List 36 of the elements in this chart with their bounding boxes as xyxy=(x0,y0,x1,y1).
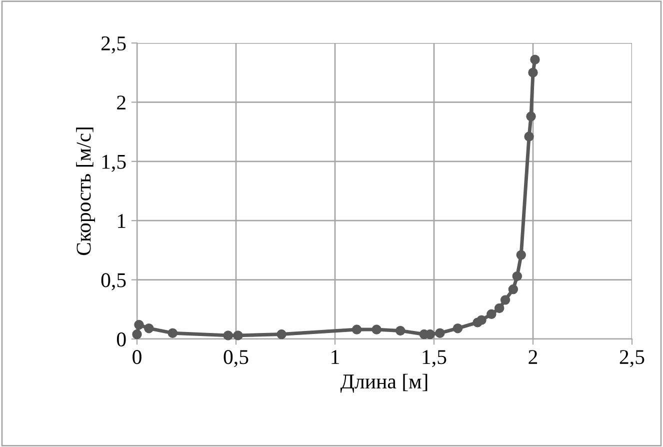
x-axis-title: Длина [м] xyxy=(340,374,428,393)
point xyxy=(395,326,406,336)
point xyxy=(144,323,154,334)
point xyxy=(452,323,463,334)
point xyxy=(512,271,522,282)
point xyxy=(528,68,538,78)
x-tick-label: 1 xyxy=(332,350,339,364)
y-tick-label: 2 xyxy=(117,96,126,110)
point xyxy=(508,284,518,294)
point xyxy=(223,330,233,340)
x-tick-label: 0 xyxy=(132,350,142,364)
point xyxy=(435,328,445,338)
point xyxy=(486,309,496,319)
y-tick-label: 1 xyxy=(118,214,126,228)
x-tick-label: 1,5 xyxy=(422,350,446,368)
point xyxy=(168,328,178,338)
point xyxy=(352,324,362,334)
y-tick-label: 0 xyxy=(116,332,126,346)
point xyxy=(134,320,144,330)
y-tick-label: 2,5 xyxy=(101,36,126,54)
point xyxy=(526,112,536,122)
y-axis-title: Скорость [м/с] xyxy=(76,128,95,256)
x-tick-label: 0,5 xyxy=(224,350,248,368)
point xyxy=(500,295,510,305)
point xyxy=(530,54,540,64)
point xyxy=(233,330,243,340)
point xyxy=(516,250,526,260)
point xyxy=(372,324,382,334)
x-tick-label: 2 xyxy=(528,350,538,364)
point xyxy=(524,132,534,142)
y-tick-label: 1,5 xyxy=(102,154,126,172)
point xyxy=(476,315,486,325)
x-tick-label: 2,5 xyxy=(620,350,644,368)
point xyxy=(276,329,286,340)
point xyxy=(494,303,504,314)
y-tick-label: 0,5 xyxy=(101,273,126,290)
